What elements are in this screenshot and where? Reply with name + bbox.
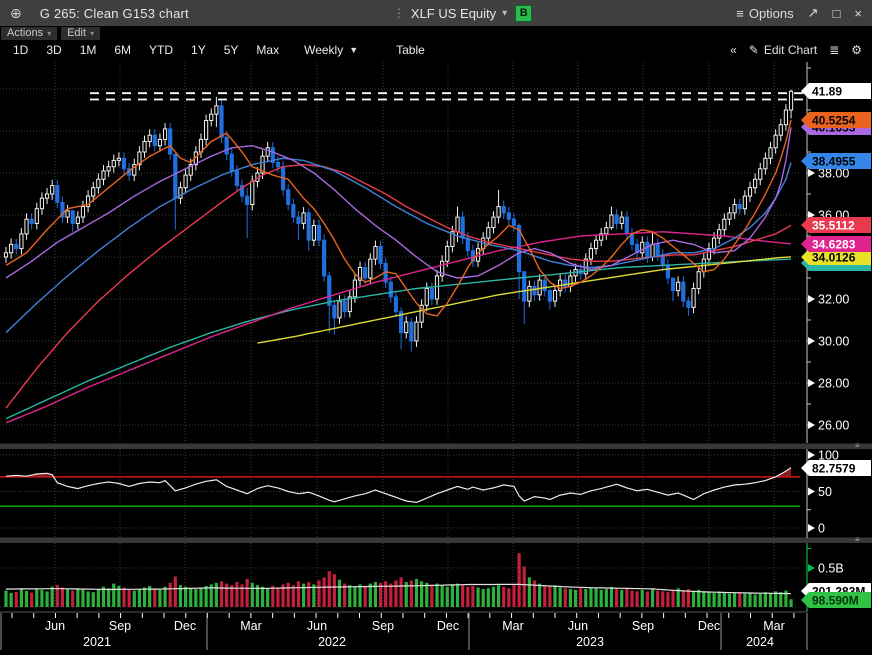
edit-label: Edit xyxy=(67,27,87,39)
svg-text:≡: ≡ xyxy=(855,441,860,450)
svg-text:Sep: Sep xyxy=(109,619,131,633)
volume-panel[interactable] xyxy=(4,553,793,607)
popout-icon[interactable]: ↗ xyxy=(807,5,819,20)
move-icon[interactable]: ⊕ xyxy=(10,4,22,21)
panel-dividers[interactable]: ≡≡ xyxy=(0,441,872,544)
rsi-panel[interactable] xyxy=(0,467,800,507)
svg-text:28.00: 28.00 xyxy=(818,377,849,391)
main-price-panel[interactable] xyxy=(3,89,807,424)
svg-text:100: 100 xyxy=(818,449,839,463)
window-titlebar: ⊕ G 265: Clean G153 chart ⋮ XLF US Equit… xyxy=(0,0,872,26)
table-button[interactable]: Table xyxy=(388,43,433,57)
svg-text:34.0126: 34.0126 xyxy=(812,251,856,265)
menu-bar: Actions ▾ Edit ▾ xyxy=(0,26,872,41)
svg-text:Jun: Jun xyxy=(568,619,588,633)
svg-text:Sep: Sep xyxy=(372,619,394,633)
options-menu-button[interactable]: ≡ Options xyxy=(736,6,793,21)
svg-text:2022: 2022 xyxy=(318,635,346,649)
svg-text:30.00: 30.00 xyxy=(818,335,849,349)
range-3d-button[interactable]: 3D xyxy=(37,43,70,57)
maximize-icon[interactable]: □ xyxy=(832,5,841,21)
edit-chart-button[interactable]: ✎ Edit Chart xyxy=(749,43,817,57)
svg-text:Jun: Jun xyxy=(45,619,65,633)
svg-text:38.00: 38.00 xyxy=(818,167,849,181)
svg-text:32.00: 32.00 xyxy=(818,293,849,307)
svg-text:Dec: Dec xyxy=(437,619,459,633)
svg-text:Dec: Dec xyxy=(698,619,720,633)
edit-chart-label: Edit Chart xyxy=(763,42,818,57)
svg-text:Mar: Mar xyxy=(502,619,524,633)
svg-text:41.89: 41.89 xyxy=(812,85,842,99)
svg-text:40.5254: 40.5254 xyxy=(812,114,856,128)
svg-text:Mar: Mar xyxy=(763,619,785,633)
range-5y-button[interactable]: 5Y xyxy=(215,43,248,57)
range-1d-button[interactable]: 1D xyxy=(4,43,37,57)
range-ytd-button[interactable]: YTD xyxy=(140,43,182,57)
chart-toolbar: 1D 3D 1M 6M YTD 1Y 5Y Max Weekly ▼ Table… xyxy=(0,41,872,58)
range-1y-button[interactable]: 1Y xyxy=(182,43,215,57)
date-axis[interactable]: Jun Sep Dec Mar Jun Sep Dec Mar Jun Sep Dec Mar 2021… xyxy=(0,611,808,650)
svg-text:0.5B: 0.5B xyxy=(818,562,844,576)
range-6m-button[interactable]: 6M xyxy=(105,43,140,57)
close-icon[interactable]: × xyxy=(854,5,862,21)
svg-text:Mar: Mar xyxy=(240,619,262,633)
svg-text:≡: ≡ xyxy=(855,535,860,544)
svg-text:82.7579: 82.7579 xyxy=(812,462,856,476)
panel-letter-badge[interactable]: B xyxy=(515,4,533,22)
caret-down-icon: ▾ xyxy=(502,7,508,19)
svg-text:Jun: Jun xyxy=(307,619,327,633)
svg-text:Dec: Dec xyxy=(174,619,196,633)
hamburger-icon: ≡ xyxy=(736,5,744,21)
svg-text:2023: 2023 xyxy=(576,635,604,649)
period-label: Weekly xyxy=(304,42,344,57)
edit-menu[interactable]: Edit ▾ xyxy=(61,27,101,40)
range-1m-button[interactable]: 1M xyxy=(71,43,106,57)
dropdown-icon: ▼ xyxy=(349,44,359,55)
security-selector[interactable]: ⋮ XLF US Equity ▾ xyxy=(393,6,507,21)
svg-text:34.6283: 34.6283 xyxy=(812,238,856,252)
svg-text:38.4955: 38.4955 xyxy=(812,155,856,169)
collapse-toolbar-icon[interactable]: « xyxy=(730,42,737,57)
caret-down-icon: ▾ xyxy=(47,29,52,38)
svg-text:2024: 2024 xyxy=(746,635,774,649)
settings-gear-icon[interactable]: ⚙ xyxy=(851,42,862,57)
pencil-icon: ✎ xyxy=(748,42,759,57)
window-title: G 265: Clean G153 chart xyxy=(39,5,189,21)
grid-lines xyxy=(0,62,800,612)
period-dropdown[interactable]: Weekly ▼ xyxy=(296,43,366,57)
svg-text:26.00: 26.00 xyxy=(818,419,849,433)
security-name: XLF US Equity xyxy=(410,5,497,21)
svg-text:98.590M: 98.590M xyxy=(812,594,859,608)
table-label: Table xyxy=(396,42,425,57)
svg-text:50: 50 xyxy=(818,485,832,499)
caret-down-icon: ▾ xyxy=(90,29,95,38)
svg-text:35.5112: 35.5112 xyxy=(812,219,855,233)
svg-text:0: 0 xyxy=(818,522,825,536)
actions-menu[interactable]: Actions ▾ xyxy=(1,27,58,40)
options-label: Options xyxy=(748,5,794,21)
axis-value-tags: 34.012640.165340.525441.8938.495535.5112… xyxy=(801,83,871,608)
svg-text:2021: 2021 xyxy=(83,635,111,649)
actions-label: Actions xyxy=(7,27,44,39)
range-max-button[interactable]: Max xyxy=(247,43,288,57)
grip-icon: ⋮ xyxy=(392,6,405,20)
annotate-icon[interactable]: ≣ xyxy=(829,42,840,57)
svg-text:Sep: Sep xyxy=(632,619,654,633)
